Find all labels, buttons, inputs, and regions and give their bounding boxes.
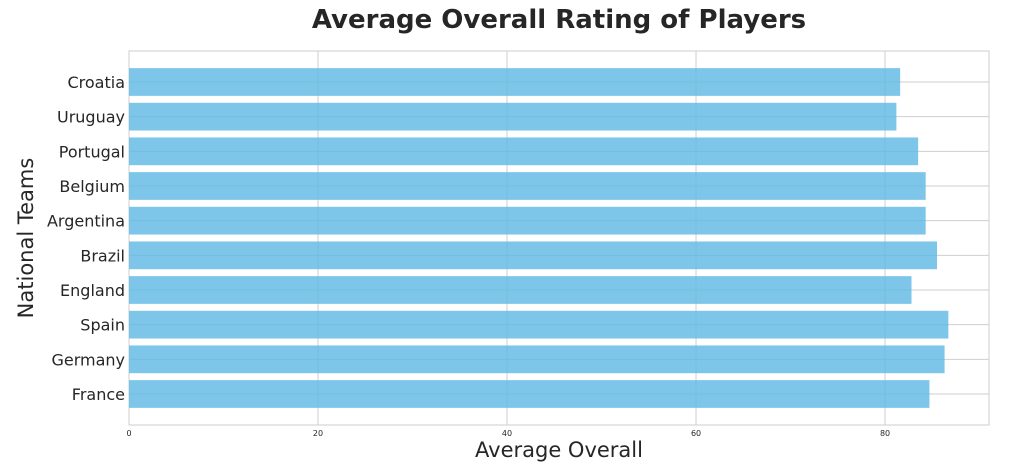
category-label-belgium: Belgium bbox=[59, 177, 125, 196]
category-label-spain: Spain bbox=[80, 316, 125, 335]
bars bbox=[129, 68, 949, 408]
bar-uruguay bbox=[129, 102, 897, 131]
category-label-uruguay: Uruguay bbox=[57, 108, 125, 127]
bar-spain bbox=[129, 310, 949, 339]
x-tick-label: 60 bbox=[691, 429, 701, 438]
bar-belgium bbox=[129, 172, 926, 200]
category-label-england: England bbox=[60, 281, 125, 300]
x-tick-labels: 0 20 40 60 80 bbox=[126, 429, 890, 438]
x-tick-label: 80 bbox=[880, 429, 890, 438]
bar-argentina bbox=[129, 206, 926, 235]
bar-portugal bbox=[129, 137, 919, 166]
category-label-croatia: Croatia bbox=[67, 73, 125, 92]
y-axis-label: National Teams bbox=[14, 158, 38, 319]
category-label-france: France bbox=[72, 385, 125, 404]
category-label-germany: Germany bbox=[51, 350, 125, 369]
category-label-brazil: Brazil bbox=[80, 246, 125, 265]
category-label-argentina: Argentina bbox=[47, 212, 125, 231]
category-label-portugal: Portugal bbox=[59, 142, 125, 161]
x-axis-label: Average Overall bbox=[475, 438, 643, 462]
bar-england bbox=[129, 276, 912, 304]
bar-france bbox=[129, 380, 930, 408]
chart-title: Average Overall Rating of Players bbox=[312, 5, 806, 35]
bar-brazil bbox=[129, 241, 938, 270]
x-tick-label: 20 bbox=[313, 429, 323, 438]
category-labels: Croatia Uruguay Portugal Belgium Argentina Br… bbox=[47, 73, 125, 404]
bar-croatia bbox=[129, 68, 901, 96]
x-tick-label: 40 bbox=[502, 429, 512, 438]
bar-germany bbox=[129, 345, 945, 374]
x-tick-label: 0 bbox=[126, 429, 131, 438]
